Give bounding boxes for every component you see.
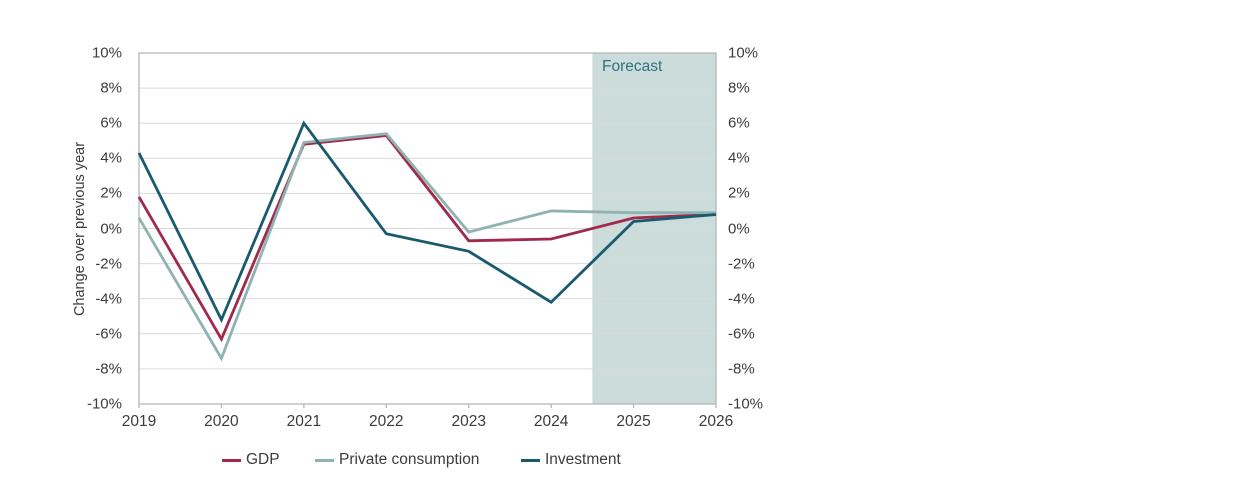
y-tick-label-right: 4% bbox=[728, 149, 750, 167]
legend-item-gdp: GDP bbox=[222, 451, 280, 469]
plot-border bbox=[138, 52, 717, 405]
y-tick-label-right: -10% bbox=[728, 395, 764, 413]
y-tick-label-left: -4% bbox=[95, 290, 122, 308]
y-tick-label-left: -2% bbox=[95, 255, 122, 273]
series-line-gdp bbox=[137, 134, 717, 343]
legend-swatch bbox=[222, 458, 241, 462]
x-tick-label: 2020 bbox=[204, 413, 239, 430]
legend-swatch bbox=[315, 458, 334, 462]
x-tick-label: 2021 bbox=[286, 413, 322, 430]
y-tick-label-left: 10% bbox=[91, 44, 122, 62]
legend-swatch bbox=[521, 458, 540, 462]
y-tick-label-left: -6% bbox=[95, 325, 122, 343]
x-tick-label: 2024 bbox=[533, 413, 569, 430]
series-line-private-consumption bbox=[137, 132, 716, 362]
y-tick-label-right: 8% bbox=[728, 79, 750, 97]
series-line-investment bbox=[137, 120, 717, 324]
y-tick-label-left: -8% bbox=[95, 360, 122, 378]
y-tick-label-right: 6% bbox=[728, 114, 750, 132]
y-tick-label-right: 10% bbox=[728, 44, 759, 62]
x-tick-label: 2023 bbox=[451, 413, 486, 430]
y-tick-label-left: 8% bbox=[100, 79, 122, 97]
y-tick-label-right: -8% bbox=[728, 360, 755, 378]
y-tick-label-left: 6% bbox=[100, 114, 122, 132]
x-tick-label: 2026 bbox=[698, 413, 734, 430]
legend-item-investment: Investment bbox=[521, 451, 621, 469]
y-tick-label-right: 2% bbox=[728, 184, 750, 202]
legend-item-private-consumption: Private consumption bbox=[315, 451, 479, 469]
y-tick-label-left: -10% bbox=[86, 395, 122, 413]
legend-label: Investment bbox=[545, 451, 621, 468]
x-tick-label: 2019 bbox=[121, 413, 157, 430]
x-tick-label: 2022 bbox=[369, 413, 404, 430]
y-tick-label-left: 2% bbox=[100, 184, 122, 202]
y-tick-label-right: 0% bbox=[728, 220, 750, 237]
forecast-annotation: Forecast bbox=[602, 58, 663, 75]
legend-label: GDP bbox=[246, 451, 280, 468]
y-tick-label-left: 4% bbox=[100, 149, 122, 167]
legend-label: Private consumption bbox=[339, 451, 480, 468]
y-tick-label-right: -2% bbox=[728, 255, 755, 273]
y-tick-label-right: -6% bbox=[728, 325, 755, 343]
y-tick-label-left: 0% bbox=[100, 220, 122, 237]
y-tick-label-right: -4% bbox=[728, 290, 755, 308]
x-tick-label: 2025 bbox=[616, 413, 651, 430]
